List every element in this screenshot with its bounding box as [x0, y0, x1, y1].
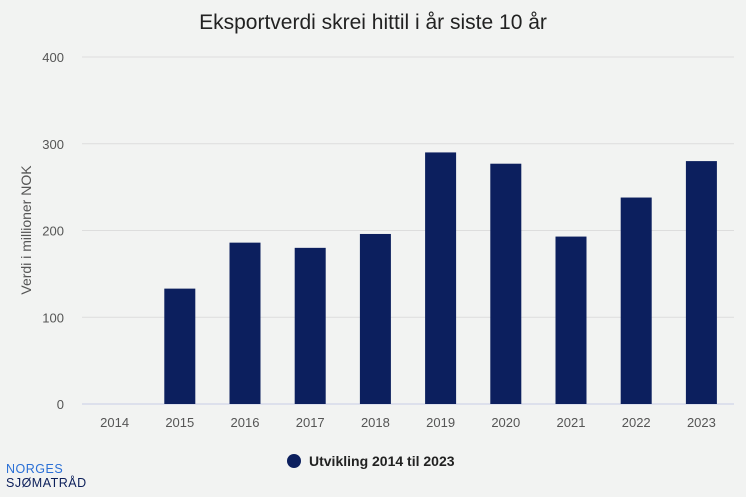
y-axis-title: Verdi i millioner NOK	[18, 165, 34, 295]
legend-label[interactable]: Utvikling 2014 til 2023	[309, 453, 455, 469]
y-tick-label-0: 0	[57, 397, 64, 412]
x-tick-label-2015: 2015	[165, 415, 194, 430]
bar-2015[interactable]	[164, 288, 196, 404]
bar-2023[interactable]	[685, 161, 717, 404]
bar-2016[interactable]	[229, 242, 261, 404]
chart-title: Eksportverdi skrei hittil i år siste 10 …	[199, 11, 547, 34]
x-tick-label-2017: 2017	[296, 415, 325, 430]
bar-2018[interactable]	[359, 233, 391, 404]
brand-logo-line-1: NORGES	[6, 462, 64, 476]
legend-marker	[287, 454, 301, 468]
bar-2019[interactable]	[425, 152, 457, 404]
x-tick-label-2014: 2014	[100, 415, 129, 430]
bar-2020[interactable]	[490, 163, 522, 404]
y-tick-label-300: 300	[42, 137, 64, 152]
legend[interactable]: Utvikling 2014 til 2023	[287, 453, 455, 469]
y-tick-label-200: 200	[42, 224, 64, 239]
x-tick-label-2020: 2020	[491, 415, 520, 430]
y-tick-label-400: 400	[42, 50, 64, 65]
x-tick-label-2016: 2016	[231, 415, 260, 430]
y-tick-label-100: 100	[42, 310, 64, 325]
brand-logo-line-2: SJØMATRÅD	[6, 476, 87, 490]
bars	[164, 152, 717, 404]
x-tick-label-2021: 2021	[557, 415, 586, 430]
bar-2017[interactable]	[294, 247, 326, 404]
x-tick-label-2023: 2023	[687, 415, 716, 430]
x-tick-label-2019: 2019	[426, 415, 455, 430]
bar-2021[interactable]	[555, 236, 587, 404]
x-tick-label-2018: 2018	[361, 415, 390, 430]
brand-logo: NORGES SJØMATRÅD	[6, 462, 87, 490]
x-tick-label-2022: 2022	[622, 415, 651, 430]
bar-2022[interactable]	[620, 197, 652, 404]
x-axis-ticks: 2014 2015 2016 2017 2018 2019 2020 2021 2022 2023	[100, 415, 716, 430]
y-axis-ticks: 0 100 200 300 400	[42, 50, 64, 412]
